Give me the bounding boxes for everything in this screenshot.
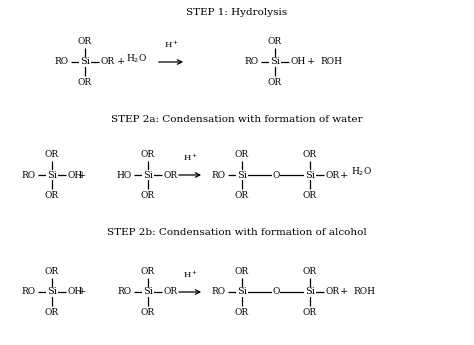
Text: Si: Si (47, 287, 57, 296)
Text: OR: OR (141, 267, 155, 276)
Text: OR: OR (235, 267, 249, 276)
Text: OR: OR (78, 78, 92, 87)
Text: OR: OR (45, 191, 59, 200)
Text: STEP 2a: Condensation with formation of water: STEP 2a: Condensation with formation of … (111, 115, 363, 124)
Text: Si: Si (305, 170, 315, 179)
Text: Si: Si (80, 58, 90, 67)
Text: Si: Si (237, 287, 247, 296)
Text: Si: Si (305, 287, 315, 296)
Text: OR: OR (268, 78, 282, 87)
Text: OR: OR (235, 308, 249, 317)
Text: O: O (272, 170, 280, 179)
Text: OR: OR (303, 150, 317, 159)
Text: Si: Si (143, 287, 153, 296)
Text: OR: OR (235, 150, 249, 159)
Text: RO: RO (22, 287, 36, 296)
Text: OR: OR (303, 191, 317, 200)
Text: ROH: ROH (320, 58, 342, 67)
Text: Si: Si (270, 58, 280, 67)
Text: +: + (340, 287, 348, 296)
Text: OR: OR (141, 150, 155, 159)
Text: H$^+$: H$^+$ (164, 38, 179, 50)
Text: OR: OR (164, 170, 178, 179)
Text: OH: OH (291, 58, 306, 67)
Text: OR: OR (326, 287, 340, 296)
Text: OR: OR (78, 37, 92, 46)
Text: Si: Si (47, 170, 57, 179)
Text: +: + (307, 58, 315, 67)
Text: RO: RO (118, 287, 132, 296)
Text: H$_2$O: H$_2$O (352, 166, 373, 178)
Text: STEP 1: Hydrolysis: STEP 1: Hydrolysis (186, 8, 288, 17)
Text: RO: RO (55, 58, 69, 67)
Text: ROH: ROH (353, 287, 375, 296)
Text: Si: Si (237, 170, 247, 179)
Text: RO: RO (22, 170, 36, 179)
Text: OR: OR (45, 150, 59, 159)
Text: OR: OR (303, 267, 317, 276)
Text: OR: OR (303, 308, 317, 317)
Text: H$^+$: H$^+$ (182, 151, 198, 163)
Text: OH: OH (68, 170, 83, 179)
Text: OH: OH (68, 287, 83, 296)
Text: OR: OR (141, 191, 155, 200)
Text: H$^+$: H$^+$ (182, 268, 198, 280)
Text: +: + (78, 170, 86, 179)
Text: +: + (78, 287, 86, 296)
Text: Si: Si (143, 170, 153, 179)
Text: OR: OR (101, 58, 115, 67)
Text: O: O (272, 287, 280, 296)
Text: OR: OR (45, 308, 59, 317)
Text: RO: RO (245, 58, 259, 67)
Text: +: + (340, 170, 348, 179)
Text: OR: OR (326, 170, 340, 179)
Text: OR: OR (235, 191, 249, 200)
Text: +: + (117, 58, 125, 67)
Text: HO: HO (117, 170, 132, 179)
Text: RO: RO (212, 170, 226, 179)
Text: STEP 2b: Condensation with formation of alcohol: STEP 2b: Condensation with formation of … (107, 228, 367, 237)
Text: H$_2$O: H$_2$O (127, 53, 147, 65)
Text: RO: RO (212, 287, 226, 296)
Text: OR: OR (268, 37, 282, 46)
Text: OR: OR (45, 267, 59, 276)
Text: OR: OR (141, 308, 155, 317)
Text: OR: OR (164, 287, 178, 296)
